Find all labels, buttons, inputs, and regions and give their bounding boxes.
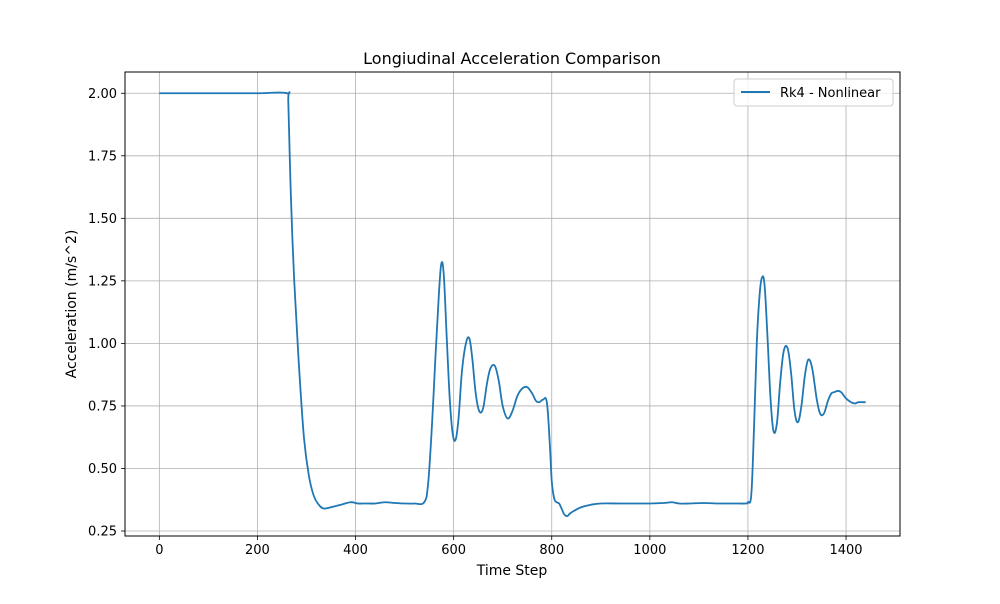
chart-title: Longiudinal Acceleration Comparison [363, 49, 661, 68]
x-tick-label: 0 [155, 543, 163, 558]
y-tick-label: 0.50 [88, 462, 117, 477]
legend-label-rk4: Rk4 - Nonlinear [780, 86, 881, 101]
x-tick-label: 1400 [829, 543, 862, 558]
x-tick-label: 1000 [633, 543, 666, 558]
y-tick-label: 1.25 [88, 274, 117, 289]
y-tick-label: 1.75 [88, 149, 117, 164]
series-layer [159, 91, 866, 517]
x-tick-label: 800 [539, 543, 564, 558]
x-axis-ticks: 0 200 400 600 800 1000 1200 1400 [155, 536, 863, 558]
y-tick-label: 0.75 [88, 399, 117, 414]
legend-box [733, 78, 894, 107]
x-tick-label: 200 [245, 543, 270, 558]
y-tick-label: 1.00 [88, 337, 117, 352]
plot-area-frame [124, 71, 901, 537]
y-tick-label: 0.25 [88, 524, 117, 539]
y-tick-label: 2.00 [88, 87, 117, 102]
y-axis-ticks: 0.25 0.50 0.75 1.00 1.25 1.50 1.75 2.00 [88, 87, 125, 539]
x-tick-label: 600 [441, 543, 466, 558]
y-tick-label: 1.50 [88, 212, 117, 227]
x-axis-label: Time Step [476, 563, 548, 579]
series-line-rk4 [159, 91, 866, 517]
x-tick-label: 1200 [731, 543, 764, 558]
legend: Rk4 - Nonlinear [733, 78, 894, 107]
y-axis-label: Acceleration (m/s^2) [64, 230, 80, 379]
x-tick-label: 400 [343, 543, 368, 558]
